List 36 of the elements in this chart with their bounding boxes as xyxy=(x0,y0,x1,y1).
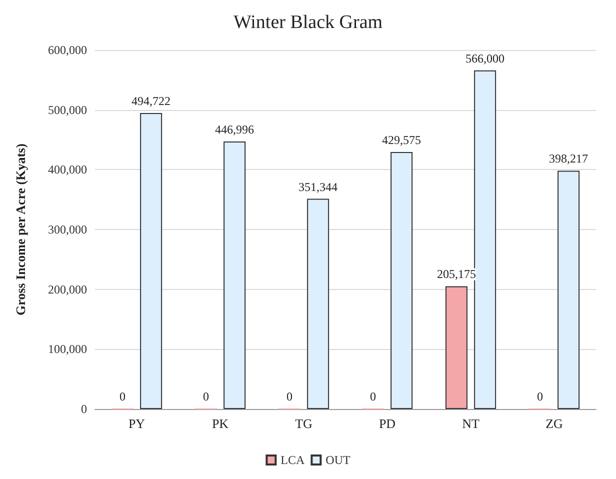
y-tick-label: 500,000 xyxy=(48,102,87,117)
x-tick-label: TG xyxy=(295,416,312,431)
legend-label: LCA xyxy=(280,453,306,467)
data-label: 0 xyxy=(119,390,126,404)
x-tick-label: PK xyxy=(212,416,230,431)
y-tick-label: 100,000 xyxy=(48,342,87,356)
data-label: 429,575 xyxy=(382,132,422,147)
y-tick-label: 200,000 xyxy=(48,282,87,296)
data-label: 0 xyxy=(370,390,376,404)
data-label: 0 xyxy=(202,390,209,404)
data-label: 446,996 xyxy=(215,122,254,137)
bar xyxy=(140,112,162,409)
data-label: 0 xyxy=(536,390,543,404)
y-tick-label: 400,000 xyxy=(48,162,87,177)
bar xyxy=(474,70,496,409)
y-tick-label: 0 xyxy=(81,402,87,416)
x-tick-label: ZG xyxy=(546,416,563,431)
data-label: 398,217 xyxy=(549,152,588,166)
data-label: 494,722 xyxy=(132,94,171,108)
y-axis-title: Gross Income per Acre (Kyats) xyxy=(13,144,28,316)
legend-label: OUT xyxy=(326,453,351,467)
bar xyxy=(445,286,468,409)
bar xyxy=(558,170,580,409)
bar xyxy=(390,152,413,409)
data-label: 566,000 xyxy=(466,51,505,66)
y-tick-label: 300,000 xyxy=(48,222,87,236)
x-tick-label: NT xyxy=(462,416,480,431)
data-label: 205,175 xyxy=(436,267,476,282)
y-tick-label: 600,000 xyxy=(48,43,87,57)
bar xyxy=(307,198,330,409)
chart-title: Winter Black Gram xyxy=(233,12,383,33)
x-tick-label: PD xyxy=(378,416,396,431)
bar xyxy=(224,142,246,409)
x-tick-label: PY xyxy=(128,416,146,431)
data-label: 0 xyxy=(286,390,292,404)
data-label: 351,344 xyxy=(298,180,338,194)
